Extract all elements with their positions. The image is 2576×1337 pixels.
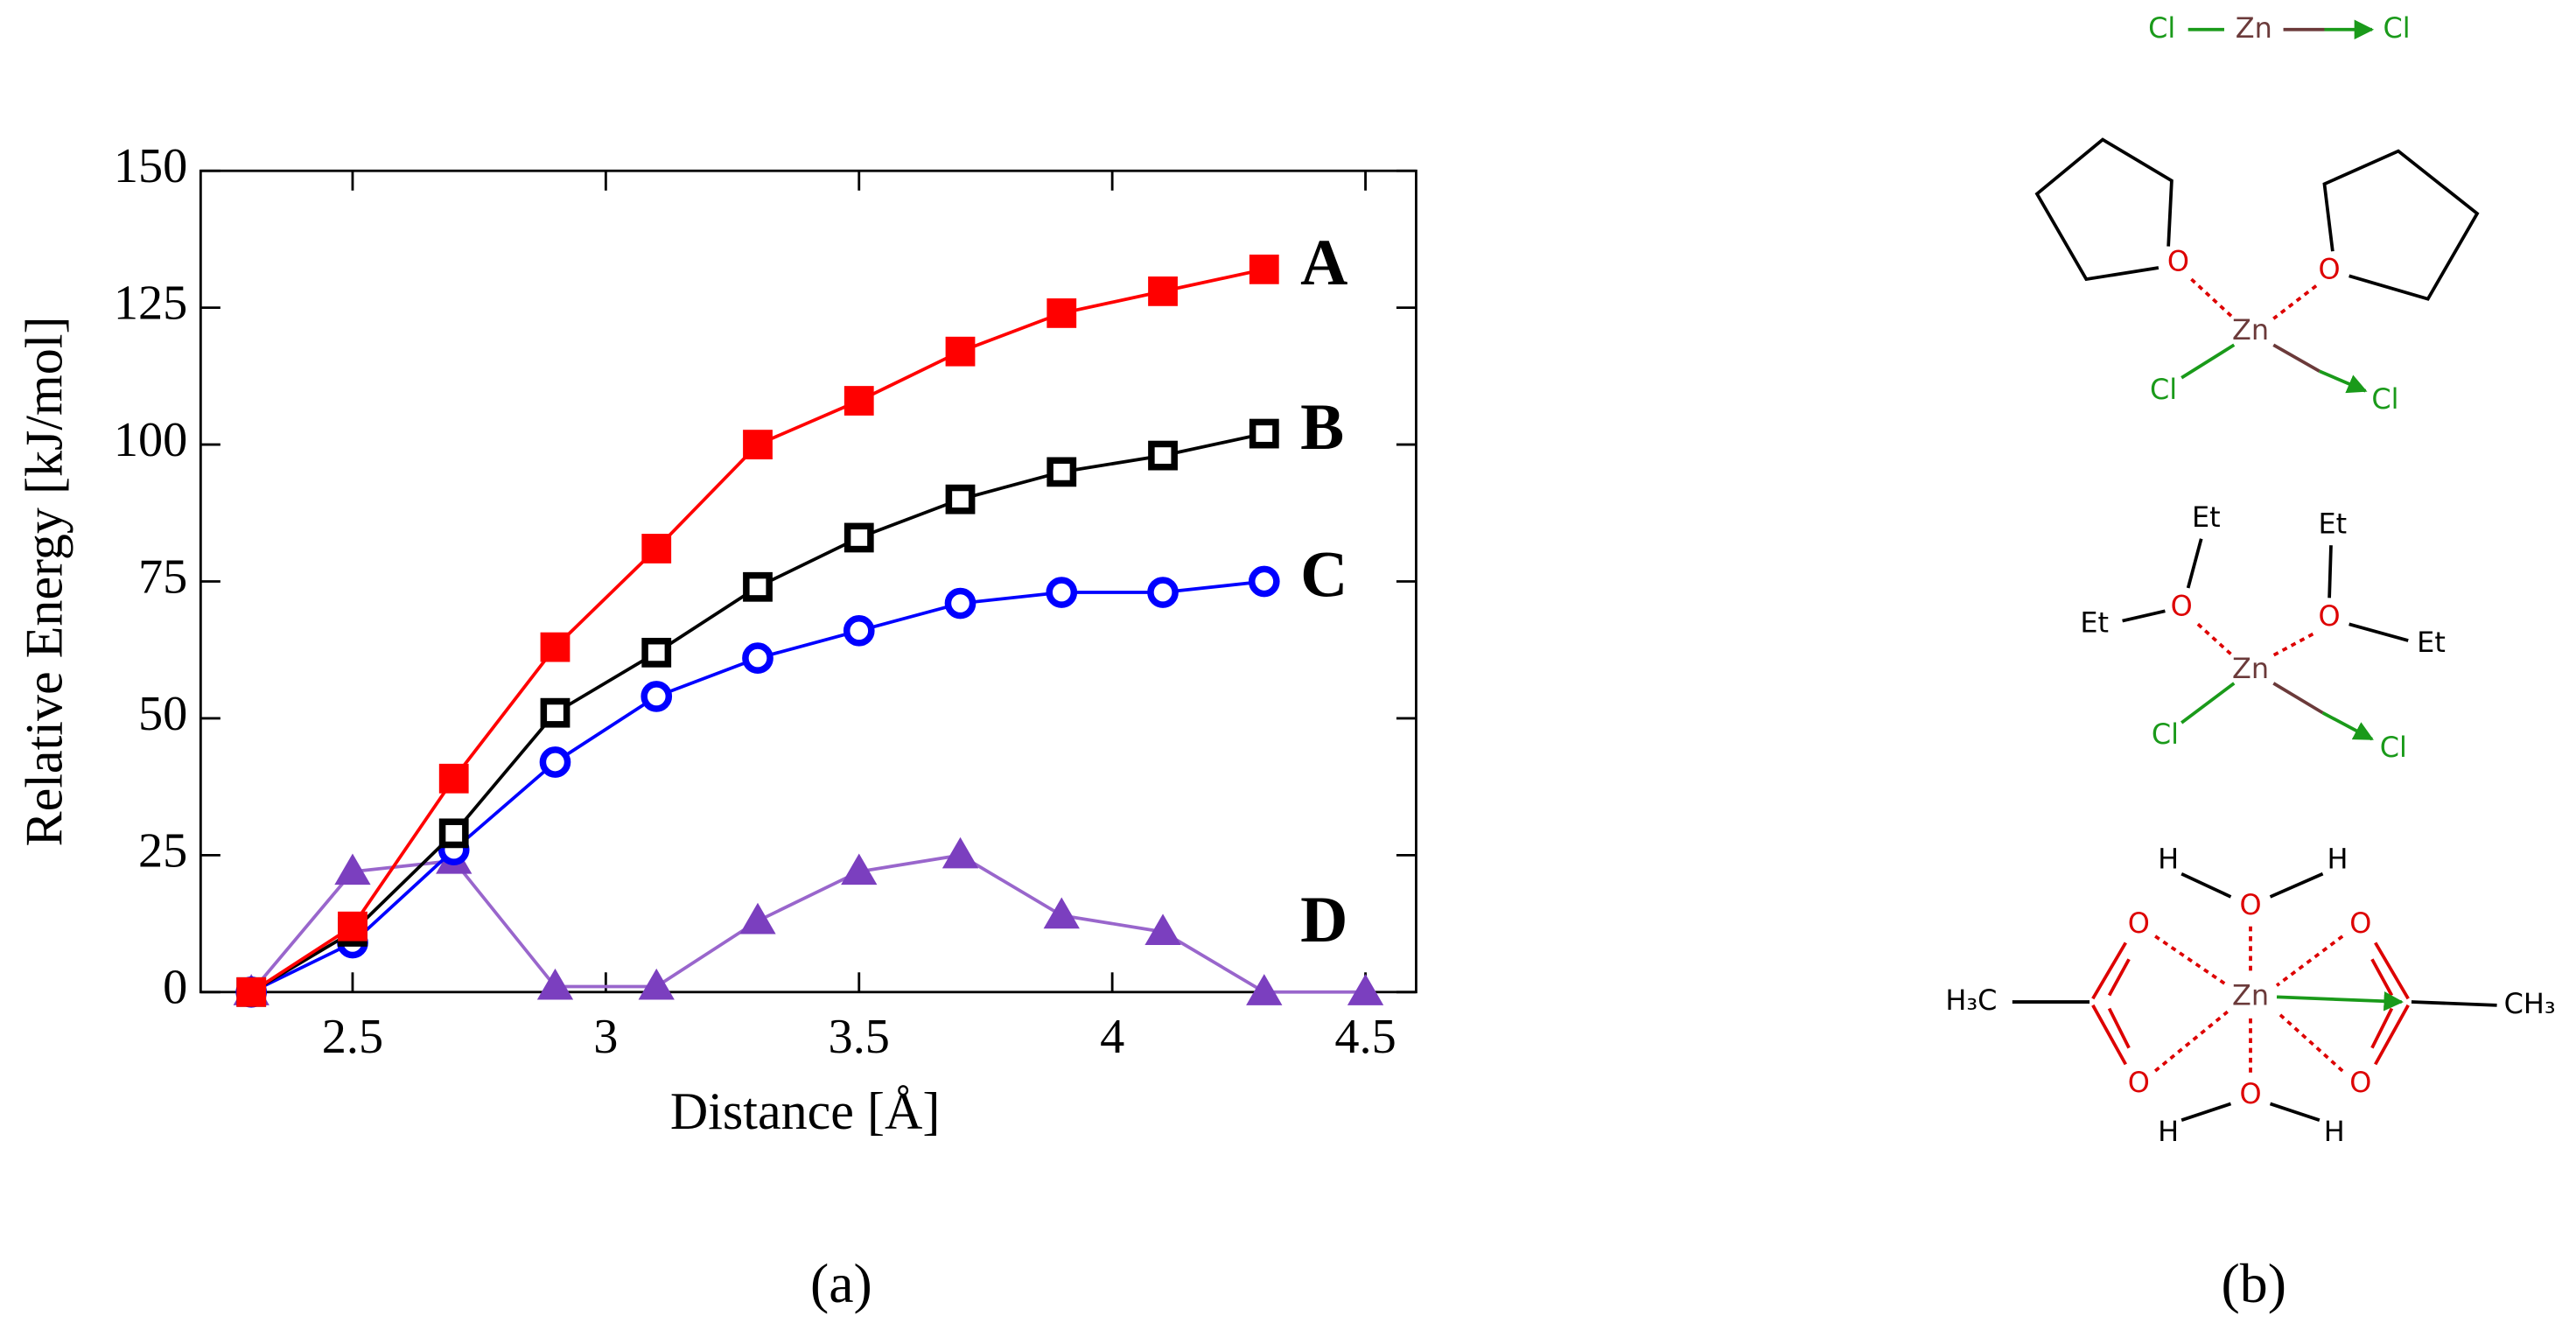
atom: Et — [2192, 500, 2221, 534]
marker — [1249, 254, 1279, 284]
series-line — [249, 853, 1366, 994]
x-axis-label: Distance [Å] — [670, 1082, 940, 1140]
marker — [742, 642, 774, 674]
marker — [841, 853, 878, 886]
series-label: C — [1300, 539, 1348, 612]
structure: H O H O O H₃C Zn CH₃ O O O H H — [1945, 843, 2555, 1149]
atom: H — [2324, 1115, 2345, 1148]
atom: O — [2239, 888, 2261, 921]
marker — [236, 976, 267, 1007]
series-label: D — [1300, 884, 1348, 956]
marker — [438, 763, 469, 794]
x-tick-label: 3.5 — [829, 1010, 890, 1064]
atom: O — [2319, 253, 2341, 286]
marker — [1248, 565, 1280, 598]
atom: H — [2158, 843, 2179, 876]
chart-panel: Relative Energy [kJ/mol] Distance [Å] 0 2… — [14, 139, 1418, 1140]
marker — [540, 632, 570, 662]
marker — [638, 968, 675, 1000]
structure: Cl Zn Cl — [2148, 11, 2411, 45]
marker — [641, 637, 672, 668]
atom: O — [2171, 590, 2193, 623]
y-tick-label: 25 — [138, 823, 187, 878]
marker — [438, 818, 469, 849]
marker — [945, 484, 976, 514]
atom: Cl — [2371, 382, 2398, 416]
marker — [640, 681, 673, 712]
marker — [1144, 914, 1181, 945]
atom: O — [2349, 1066, 2371, 1099]
marker — [944, 587, 976, 620]
y-tick-label: 50 — [138, 687, 187, 741]
marker — [539, 746, 571, 778]
marker — [1249, 418, 1279, 449]
y-tick-label: 100 — [114, 413, 187, 467]
atom: O — [2319, 599, 2341, 633]
atom: Cl — [2383, 11, 2410, 45]
atom: Et — [2417, 626, 2446, 659]
atom: O — [2239, 1077, 2261, 1110]
atom: O — [2349, 906, 2371, 940]
marker — [945, 336, 976, 367]
atom: O — [2128, 906, 2150, 940]
series-label: B — [1300, 391, 1344, 464]
panel-label: (b) — [2222, 1252, 2286, 1314]
atom: Cl — [2380, 731, 2407, 764]
marker — [1148, 440, 1178, 471]
x-tick-label: 2.5 — [322, 1010, 383, 1064]
marker — [338, 911, 368, 942]
atom: O — [2128, 1066, 2150, 1099]
marker — [536, 968, 574, 1000]
x-tick-label: 3 — [593, 1010, 618, 1064]
atom: Zn — [2232, 313, 2269, 346]
marker — [942, 836, 979, 869]
marker — [1347, 974, 1384, 1005]
atom: Zn — [2232, 652, 2269, 685]
marker — [739, 902, 776, 934]
marker — [1043, 897, 1080, 929]
atom: CH₃ — [2504, 987, 2556, 1020]
plot: 0 25 50 75 100 125 150 2.5 3 3.5 4 4.5 D C B A — [114, 139, 1417, 1064]
atom: Cl — [2152, 718, 2179, 751]
marker — [743, 571, 773, 602]
atom: H — [2158, 1115, 2179, 1148]
marker — [1046, 457, 1077, 487]
panel-label: (a) — [810, 1252, 872, 1314]
series-label: A — [1300, 227, 1348, 299]
marker — [1246, 974, 1283, 1005]
structure: Et Et O O Et Et Zn Cl Cl — [2080, 500, 2445, 764]
y-axis-label: Relative Energy [kJ/mol] — [14, 317, 73, 847]
marker — [1046, 577, 1078, 608]
atom: Cl — [2148, 11, 2175, 45]
marker — [540, 697, 570, 728]
y-tick-label: 75 — [138, 550, 187, 604]
y-tick-label: 125 — [114, 276, 187, 331]
marker — [641, 534, 672, 564]
marker — [334, 853, 371, 886]
y-tick-label: 0 — [163, 961, 187, 1015]
marker — [844, 386, 874, 416]
x-tick-label: 4 — [1100, 1010, 1124, 1064]
atom: H — [2327, 843, 2348, 876]
atom: Zn — [2232, 978, 2269, 1012]
marker — [1147, 577, 1179, 608]
y-tick-label: 150 — [114, 139, 187, 193]
atom: Zn — [2236, 11, 2272, 45]
structure: O O Zn Cl Cl — [2034, 137, 2480, 416]
atom: O — [2167, 244, 2189, 277]
marker — [1046, 298, 1077, 328]
marker — [743, 430, 773, 459]
atom: Cl — [2150, 373, 2177, 406]
marker — [1148, 276, 1178, 306]
atom: Et — [2319, 508, 2348, 541]
atom: H₃C — [1945, 984, 1997, 1017]
x-tick-label: 4.5 — [1334, 1010, 1396, 1064]
marker — [843, 614, 875, 647]
structures-panel: Cl Zn Cl O O Zn Cl Cl — [1945, 11, 2555, 1148]
marker — [844, 522, 874, 553]
atom: Et — [2080, 606, 2109, 639]
